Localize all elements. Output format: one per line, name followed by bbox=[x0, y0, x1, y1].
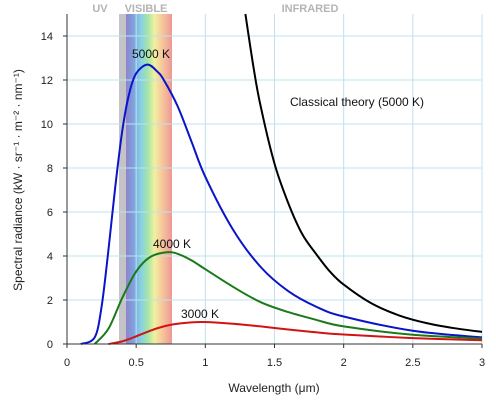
curve-3000-k bbox=[108, 320, 483, 345]
x-tick-label: 1 bbox=[202, 357, 208, 369]
y-tick-label: 6 bbox=[47, 207, 53, 219]
curve-label-classical: Classical theory (5000 K) bbox=[290, 95, 424, 109]
y-tick-label: 0 bbox=[47, 339, 53, 351]
x-axis-title: Wavelength (μm) bbox=[228, 381, 319, 395]
visible-spectrum-band bbox=[126, 14, 172, 344]
x-tick-label: 1.5 bbox=[267, 357, 282, 369]
y-axis-title: Spectral radiance (kW · sr⁻¹ · m⁻² · nm⁻… bbox=[11, 69, 25, 291]
curve-label-4000k: 4000 K bbox=[153, 237, 191, 251]
curve-label-3000k: 3000 K bbox=[181, 307, 219, 321]
x-tick-label: 0.5 bbox=[129, 357, 144, 369]
region-label-uv: UV bbox=[92, 3, 108, 15]
curve-4000-k bbox=[93, 251, 483, 345]
y-tick-label: 2 bbox=[47, 295, 53, 307]
x-tick-label: 2.5 bbox=[405, 357, 420, 369]
y-tick-label: 10 bbox=[41, 119, 53, 131]
uv-band bbox=[119, 14, 126, 344]
curve-5000-k bbox=[80, 63, 483, 345]
y-tick-label: 12 bbox=[41, 75, 53, 87]
x-tick-label: 0 bbox=[64, 357, 70, 369]
region-label-infrared: INFRARED bbox=[282, 3, 339, 15]
curve-classical-theory-5000-k bbox=[244, 13, 483, 333]
curve-label-5000k: 5000 K bbox=[132, 47, 170, 61]
x-tick-label: 3 bbox=[479, 357, 485, 369]
x-tick-label: 2 bbox=[341, 357, 347, 369]
region-label-visible: VISIBLE bbox=[125, 3, 168, 15]
y-tick-label: 8 bbox=[47, 163, 53, 175]
y-tick-label: 14 bbox=[41, 31, 53, 43]
y-tick-label: 4 bbox=[47, 251, 53, 263]
